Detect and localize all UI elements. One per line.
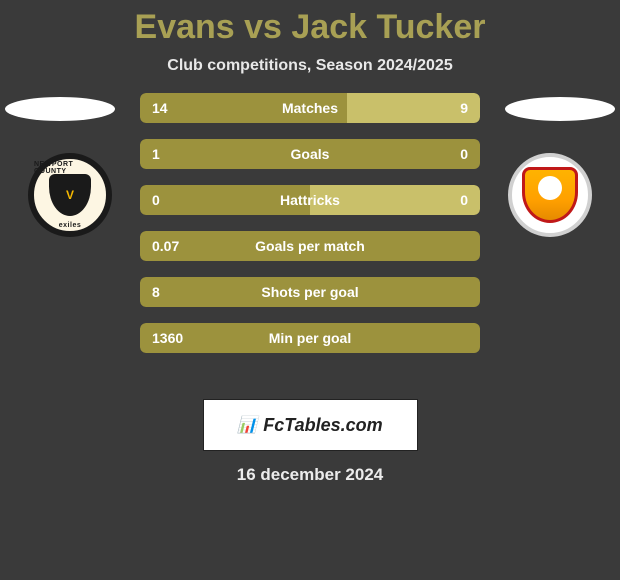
- stat-row: 1 0 Goals: [140, 139, 480, 169]
- date: 16 december 2024: [0, 465, 620, 485]
- badge-left-shield-text: V: [66, 188, 74, 202]
- page-title: Evans vs Jack Tucker: [0, 0, 620, 47]
- stat-label: Matches: [282, 100, 338, 116]
- stat-value-left: 14: [152, 100, 168, 116]
- comparison-area: NEWPORT COUNTY V exiles 14 9 Matches 1 0 Goal…: [0, 93, 620, 383]
- fctables-logo: 📊 FcTables.com: [203, 399, 418, 451]
- club-badge-left: NEWPORT COUNTY V exiles: [28, 153, 112, 237]
- badge-left-shield-icon: V: [49, 174, 91, 216]
- stat-label: Hattricks: [280, 192, 340, 208]
- stats-rows: 14 9 Matches 1 0 Goals 0 0 Hattricks 0.07 Goals pe…: [140, 93, 480, 353]
- stat-row: 14 9 Matches: [140, 93, 480, 123]
- stat-value-left: 1360: [152, 330, 183, 346]
- badge-left-bottom-text: exiles: [59, 222, 81, 229]
- stat-row: 0.07 Goals per match: [140, 231, 480, 261]
- stat-value-right: 9: [460, 100, 468, 116]
- stat-label: Goals per match: [255, 238, 365, 254]
- badge-right-shield-icon: [522, 167, 578, 223]
- stat-value-right: 0: [460, 146, 468, 162]
- stat-value-left: 0.07: [152, 238, 179, 254]
- subtitle: Club competitions, Season 2024/2025: [0, 57, 620, 75]
- stat-label: Goals: [291, 146, 330, 162]
- club-badge-right: [508, 153, 592, 237]
- stat-value-left: 0: [152, 192, 160, 208]
- badge-left-top-text: NEWPORT COUNTY: [34, 161, 106, 175]
- cloud-decoration-left: [5, 97, 115, 121]
- fctables-icon: 📊: [237, 415, 257, 435]
- stat-row: 1360 Min per goal: [140, 323, 480, 353]
- cloud-decoration-right: [505, 97, 615, 121]
- stat-row: 0 0 Hattricks: [140, 185, 480, 215]
- stat-row: 8 Shots per goal: [140, 277, 480, 307]
- stat-label: Min per goal: [269, 330, 351, 346]
- stat-value-left: 1: [152, 146, 160, 162]
- stat-value-right: 0: [460, 192, 468, 208]
- stat-value-left: 8: [152, 284, 160, 300]
- fctables-text: FcTables.com: [263, 415, 382, 436]
- stat-label: Shots per goal: [261, 284, 358, 300]
